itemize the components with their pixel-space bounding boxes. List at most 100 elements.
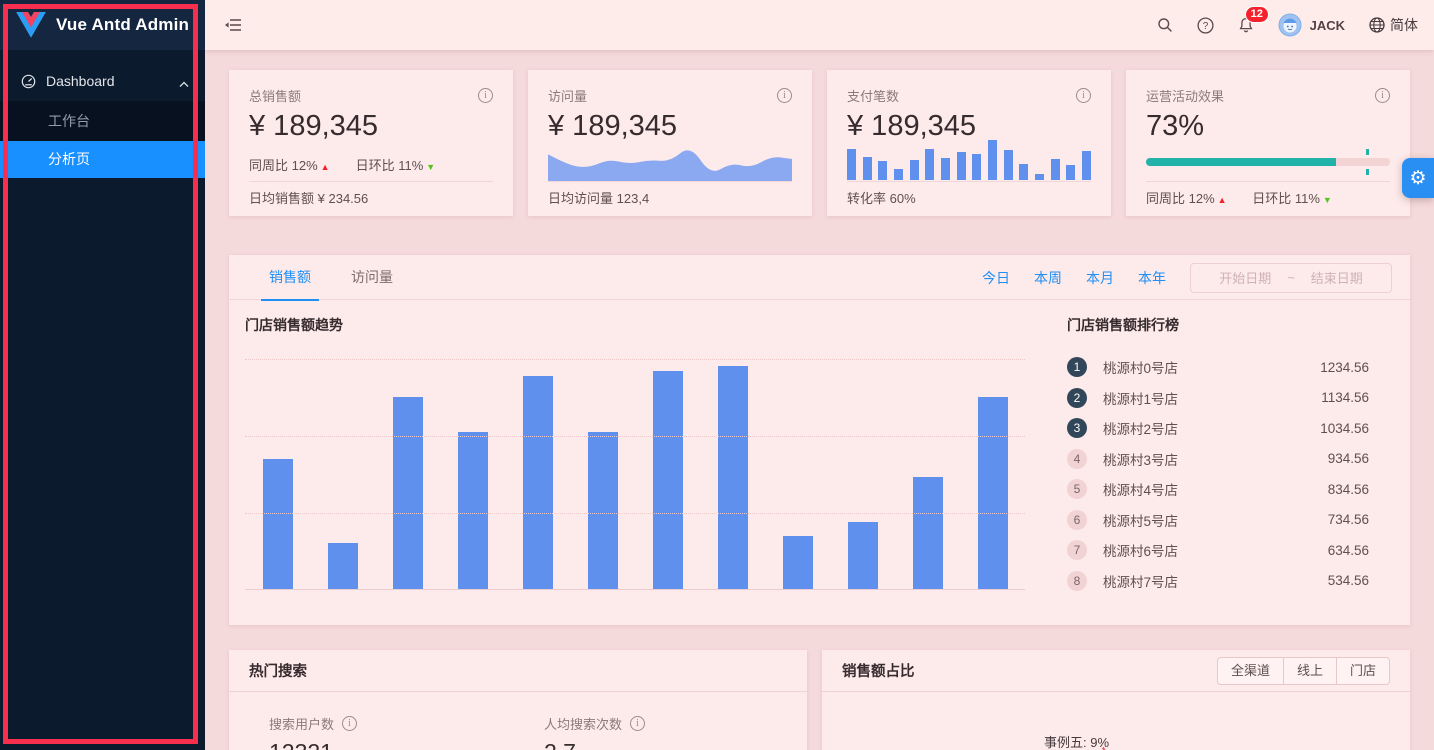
- sidebar-item-workbench[interactable]: 工作台: [48, 113, 90, 129]
- sales-ratio-title: 销售额占比: [842, 664, 915, 680]
- card-total-sales: 总销售额 ¥ 189,345 同周比 12% 日环比 11% 日均销售额 ¥ 2…: [229, 70, 513, 216]
- header-actions: ? 12 JACK: [1157, 5, 1434, 37]
- dashboard-submenu: 工作台 分析页: [0, 101, 205, 178]
- rank-badge: 7: [1067, 540, 1087, 561]
- settings-gear-button[interactable]: ⚙: [1402, 158, 1434, 198]
- payments-mini-bar-chart: [847, 140, 1091, 180]
- hot-search-title: 热门搜索: [229, 650, 807, 692]
- notification-badge: 12: [1244, 5, 1269, 23]
- caret-up-icon: [390, 747, 402, 750]
- rank-badge: 3: [1067, 418, 1087, 439]
- store-value: 1234.56: [1320, 359, 1369, 375]
- sidebar: Vue Antd Admin Dashboard 工作台 分析页: [0, 0, 205, 750]
- sidebar-item-analysis[interactable]: 分析页: [0, 141, 205, 178]
- info-icon[interactable]: [1375, 88, 1390, 103]
- quick-filter-0[interactable]: 今日: [982, 269, 1010, 286]
- channel-filter-0[interactable]: 全渠道: [1216, 656, 1284, 685]
- notifications-bell[interactable]: 12: [1238, 5, 1269, 34]
- card-value: 73%: [1146, 110, 1205, 142]
- store-value: 1134.56: [1321, 390, 1369, 406]
- pie-slice-label: 事例五: 9%: [1044, 735, 1110, 750]
- sidebar-item-label: Dashboard: [46, 73, 115, 89]
- channel-filter-1[interactable]: 线上: [1282, 656, 1337, 685]
- mini-bar-0: [847, 148, 856, 180]
- card-title: 支付笔数: [847, 89, 900, 104]
- store-ranking: 门店销售额排行榜 1 桃源村0号店 1234.56 2 桃源村1号店 1134.56 3 桃源…: [1067, 315, 1369, 596]
- rank-badge: 8: [1067, 570, 1087, 591]
- tab-extra-filters: 今日 本周 本月 本年 开始日期 ~ 结束日期: [982, 255, 1392, 300]
- mini-bar-2: [878, 160, 888, 180]
- visits-mini-area-chart: [548, 150, 792, 182]
- tab-1[interactable]: 访问量: [351, 268, 393, 285]
- gridline: [245, 513, 1025, 514]
- card-value: ¥ 189,345: [249, 110, 379, 142]
- dashboard-icon: [21, 74, 36, 89]
- mini-bar-11: [1019, 163, 1029, 180]
- caret-up-icon: [179, 75, 189, 91]
- card-title: 总销售额: [249, 89, 302, 104]
- svg-text:?: ?: [1202, 21, 1208, 32]
- mini-bar-3: [893, 168, 903, 180]
- end-date-placeholder: 结束日期: [1310, 271, 1363, 286]
- mini-bar-9: [987, 140, 997, 180]
- vue-logo-icon: [16, 12, 46, 38]
- tab-0[interactable]: 销售额: [261, 255, 319, 301]
- store-value: 934.56: [1327, 451, 1369, 467]
- top-header: ? 12 JACK: [205, 0, 1434, 50]
- stat-cards-row: 总销售额 ¥ 189,345 同周比 12% 日环比 11% 日均销售额 ¥ 2…: [229, 70, 1410, 216]
- bar-5: [587, 432, 618, 589]
- info-icon[interactable]: [630, 716, 646, 731]
- info-icon[interactable]: [478, 88, 493, 103]
- stat-delta: 71.2: [361, 747, 402, 750]
- bar-6: [652, 370, 683, 589]
- channel-filter-2[interactable]: 门店: [1335, 656, 1390, 685]
- bar-8: [782, 536, 813, 589]
- store-sales-bar-chart: [245, 359, 1025, 590]
- menu-fold-icon[interactable]: [225, 18, 241, 32]
- avatar: [1278, 13, 1302, 37]
- card-payments: 支付笔数 ¥ 189,345 转化率 60%: [827, 70, 1111, 216]
- card-title: 访问量: [548, 89, 588, 104]
- sales-ratio-card: 销售额占比 全渠道 线上 门店 事例五: 9%: [822, 650, 1410, 750]
- globe-icon: [1369, 17, 1385, 33]
- card-value: ¥ 189,345: [548, 110, 678, 142]
- ranking-title: 门店销售额排行榜: [1067, 317, 1179, 333]
- quick-filter-1[interactable]: 本周: [1034, 269, 1062, 286]
- bar-10: [912, 477, 943, 589]
- activity-progress-bar: [1146, 149, 1390, 175]
- info-icon[interactable]: [342, 716, 358, 731]
- search-users-stat: 搜索用户数 12321 71.2: [269, 714, 402, 750]
- info-icon[interactable]: [1076, 88, 1091, 103]
- caret-up-icon: [318, 158, 330, 173]
- ranking-row-5: 5 桃源村4号店 834.56: [1067, 474, 1369, 505]
- store-value: 834.56: [1327, 481, 1369, 497]
- stat-value: 2.7: [544, 739, 576, 750]
- logo[interactable]: Vue Antd Admin: [0, 0, 205, 50]
- bar-chart-title: 门店销售额趋势: [245, 317, 343, 333]
- info-icon[interactable]: [777, 88, 792, 103]
- bar-3: [457, 432, 488, 589]
- search-icon[interactable]: [1157, 17, 1173, 33]
- channel-radio-group: 全渠道 线上 门店: [1216, 656, 1390, 685]
- rank-badge: 4: [1067, 448, 1087, 469]
- date-range-picker[interactable]: 开始日期 ~ 结束日期: [1190, 262, 1392, 293]
- caret-up-icon: [1215, 191, 1227, 206]
- user-name: JACK: [1309, 17, 1345, 33]
- card-activity-effect: 运营活动效果 73% 同周比 12% 日环比 11%: [1126, 70, 1410, 216]
- gear-icon: ⚙: [1409, 167, 1427, 189]
- bar-1: [327, 542, 358, 589]
- user-menu[interactable]: JACK: [1278, 13, 1345, 37]
- card-title: 运营活动效果: [1146, 89, 1225, 104]
- quick-filter-2[interactable]: 本月: [1086, 269, 1114, 286]
- card-value: ¥ 189,345: [847, 110, 977, 142]
- quick-filter-3[interactable]: 本年: [1138, 269, 1166, 286]
- sales-panel: 销售额 访问量 今日 本周 本月 本年 开始日期 ~ 结束日期 门店销售额趋势 门店销售…: [229, 255, 1410, 625]
- trend-row: 同周比 12% 日环比 11%: [249, 155, 435, 174]
- language-selector[interactable]: 简体: [1369, 15, 1418, 35]
- help-icon[interactable]: ?: [1197, 16, 1214, 34]
- sidebar-item-dashboard[interactable]: Dashboard: [0, 61, 205, 101]
- rank-badge: 6: [1067, 509, 1087, 530]
- bar-2: [392, 396, 423, 589]
- mini-bar-13: [1050, 158, 1060, 180]
- language-label: 简体: [1390, 17, 1418, 33]
